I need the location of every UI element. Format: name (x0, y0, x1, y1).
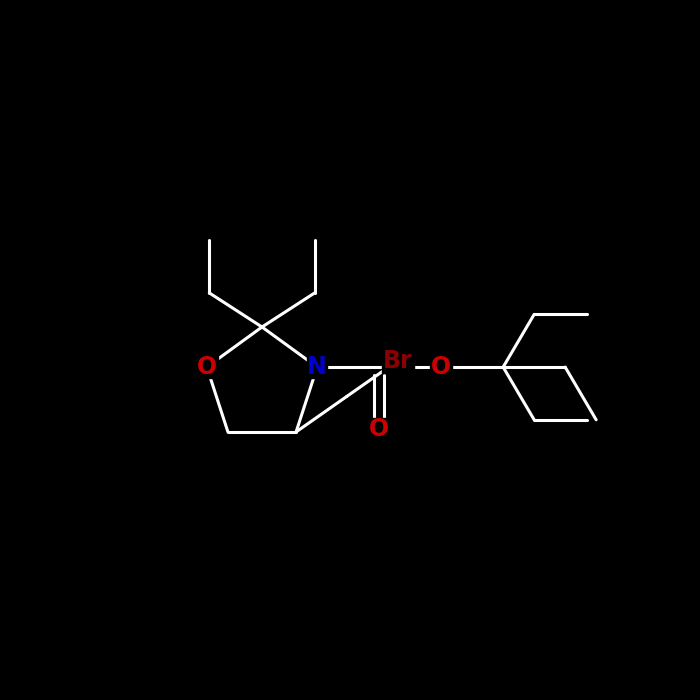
Text: Br: Br (383, 349, 412, 373)
Text: O: O (369, 417, 389, 441)
Polygon shape (196, 356, 218, 378)
Text: O: O (197, 355, 217, 379)
Text: O: O (431, 355, 452, 379)
Polygon shape (430, 356, 452, 378)
Polygon shape (368, 418, 390, 440)
Polygon shape (382, 349, 414, 373)
Polygon shape (307, 356, 327, 378)
Text: N: N (307, 355, 327, 379)
